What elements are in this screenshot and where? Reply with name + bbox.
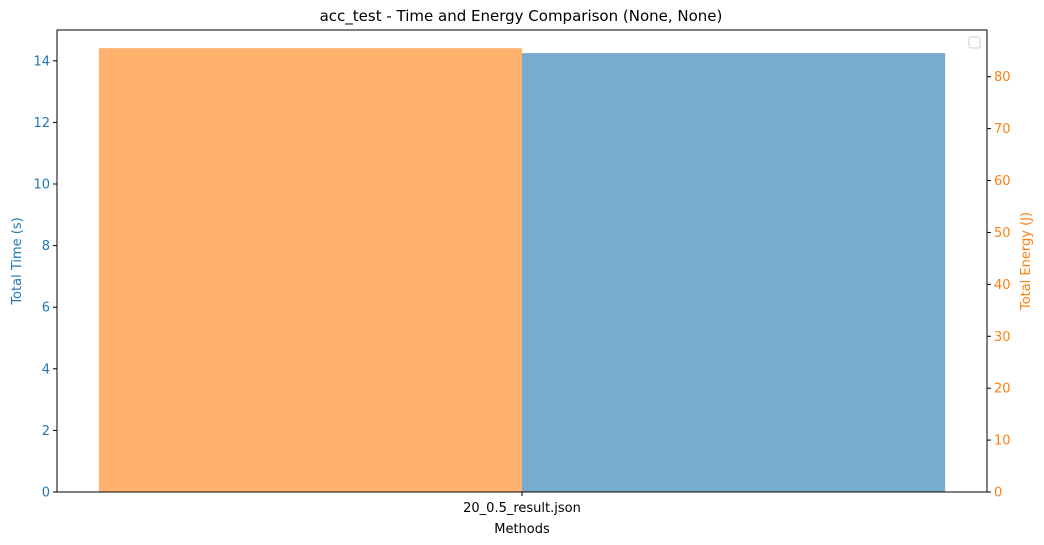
right-tick-label-7: 70	[994, 122, 1011, 137]
right-tick-label-1: 10	[994, 434, 1011, 449]
right-tick-label-4: 40	[994, 278, 1011, 293]
right-tick-label-0: 0	[994, 486, 1002, 501]
right-tick-label-5: 50	[994, 226, 1011, 241]
left-tick-label-2: 4	[42, 362, 50, 377]
right-tick-label-6: 60	[994, 174, 1011, 189]
right-tick-label-8: 80	[994, 70, 1011, 85]
x-axis: 20_0.5_result.json	[463, 492, 581, 516]
left-tick-label-6: 12	[33, 116, 50, 131]
right-axis-label: Total Energy (J)	[1019, 212, 1034, 311]
right-tick-label-3: 30	[994, 330, 1011, 345]
left-tick-label-3: 6	[42, 301, 50, 316]
left-tick-label-5: 10	[33, 178, 50, 193]
left-tick-label-0: 0	[42, 486, 50, 501]
left-axis-label: Total Time (s)	[10, 217, 25, 305]
right-axis: 0 10 20 30 40 50 60 70 80	[987, 70, 1011, 501]
x-axis-label: Methods	[494, 522, 550, 537]
time-bar-0	[522, 53, 946, 492]
left-axis: 0 2 4 6 8 10 12 14	[33, 54, 57, 501]
chart-title: acc_test - Time and Energy Comparison (N…	[320, 7, 723, 26]
energy-bar-0	[98, 48, 522, 492]
left-tick-label-4: 8	[42, 239, 50, 254]
bars	[98, 48, 946, 492]
legend-box	[968, 36, 981, 49]
right-tick-label-2: 20	[994, 382, 1011, 397]
left-tick-label-1: 2	[42, 424, 50, 439]
left-tick-label-7: 14	[33, 54, 50, 69]
x-tick-label-0: 20_0.5_result.json	[463, 501, 581, 516]
